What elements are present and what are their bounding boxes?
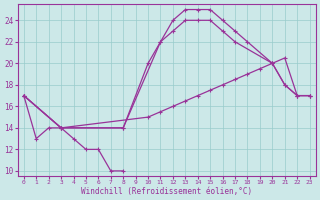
X-axis label: Windchill (Refroidissement éolien,°C): Windchill (Refroidissement éolien,°C)	[81, 187, 252, 196]
